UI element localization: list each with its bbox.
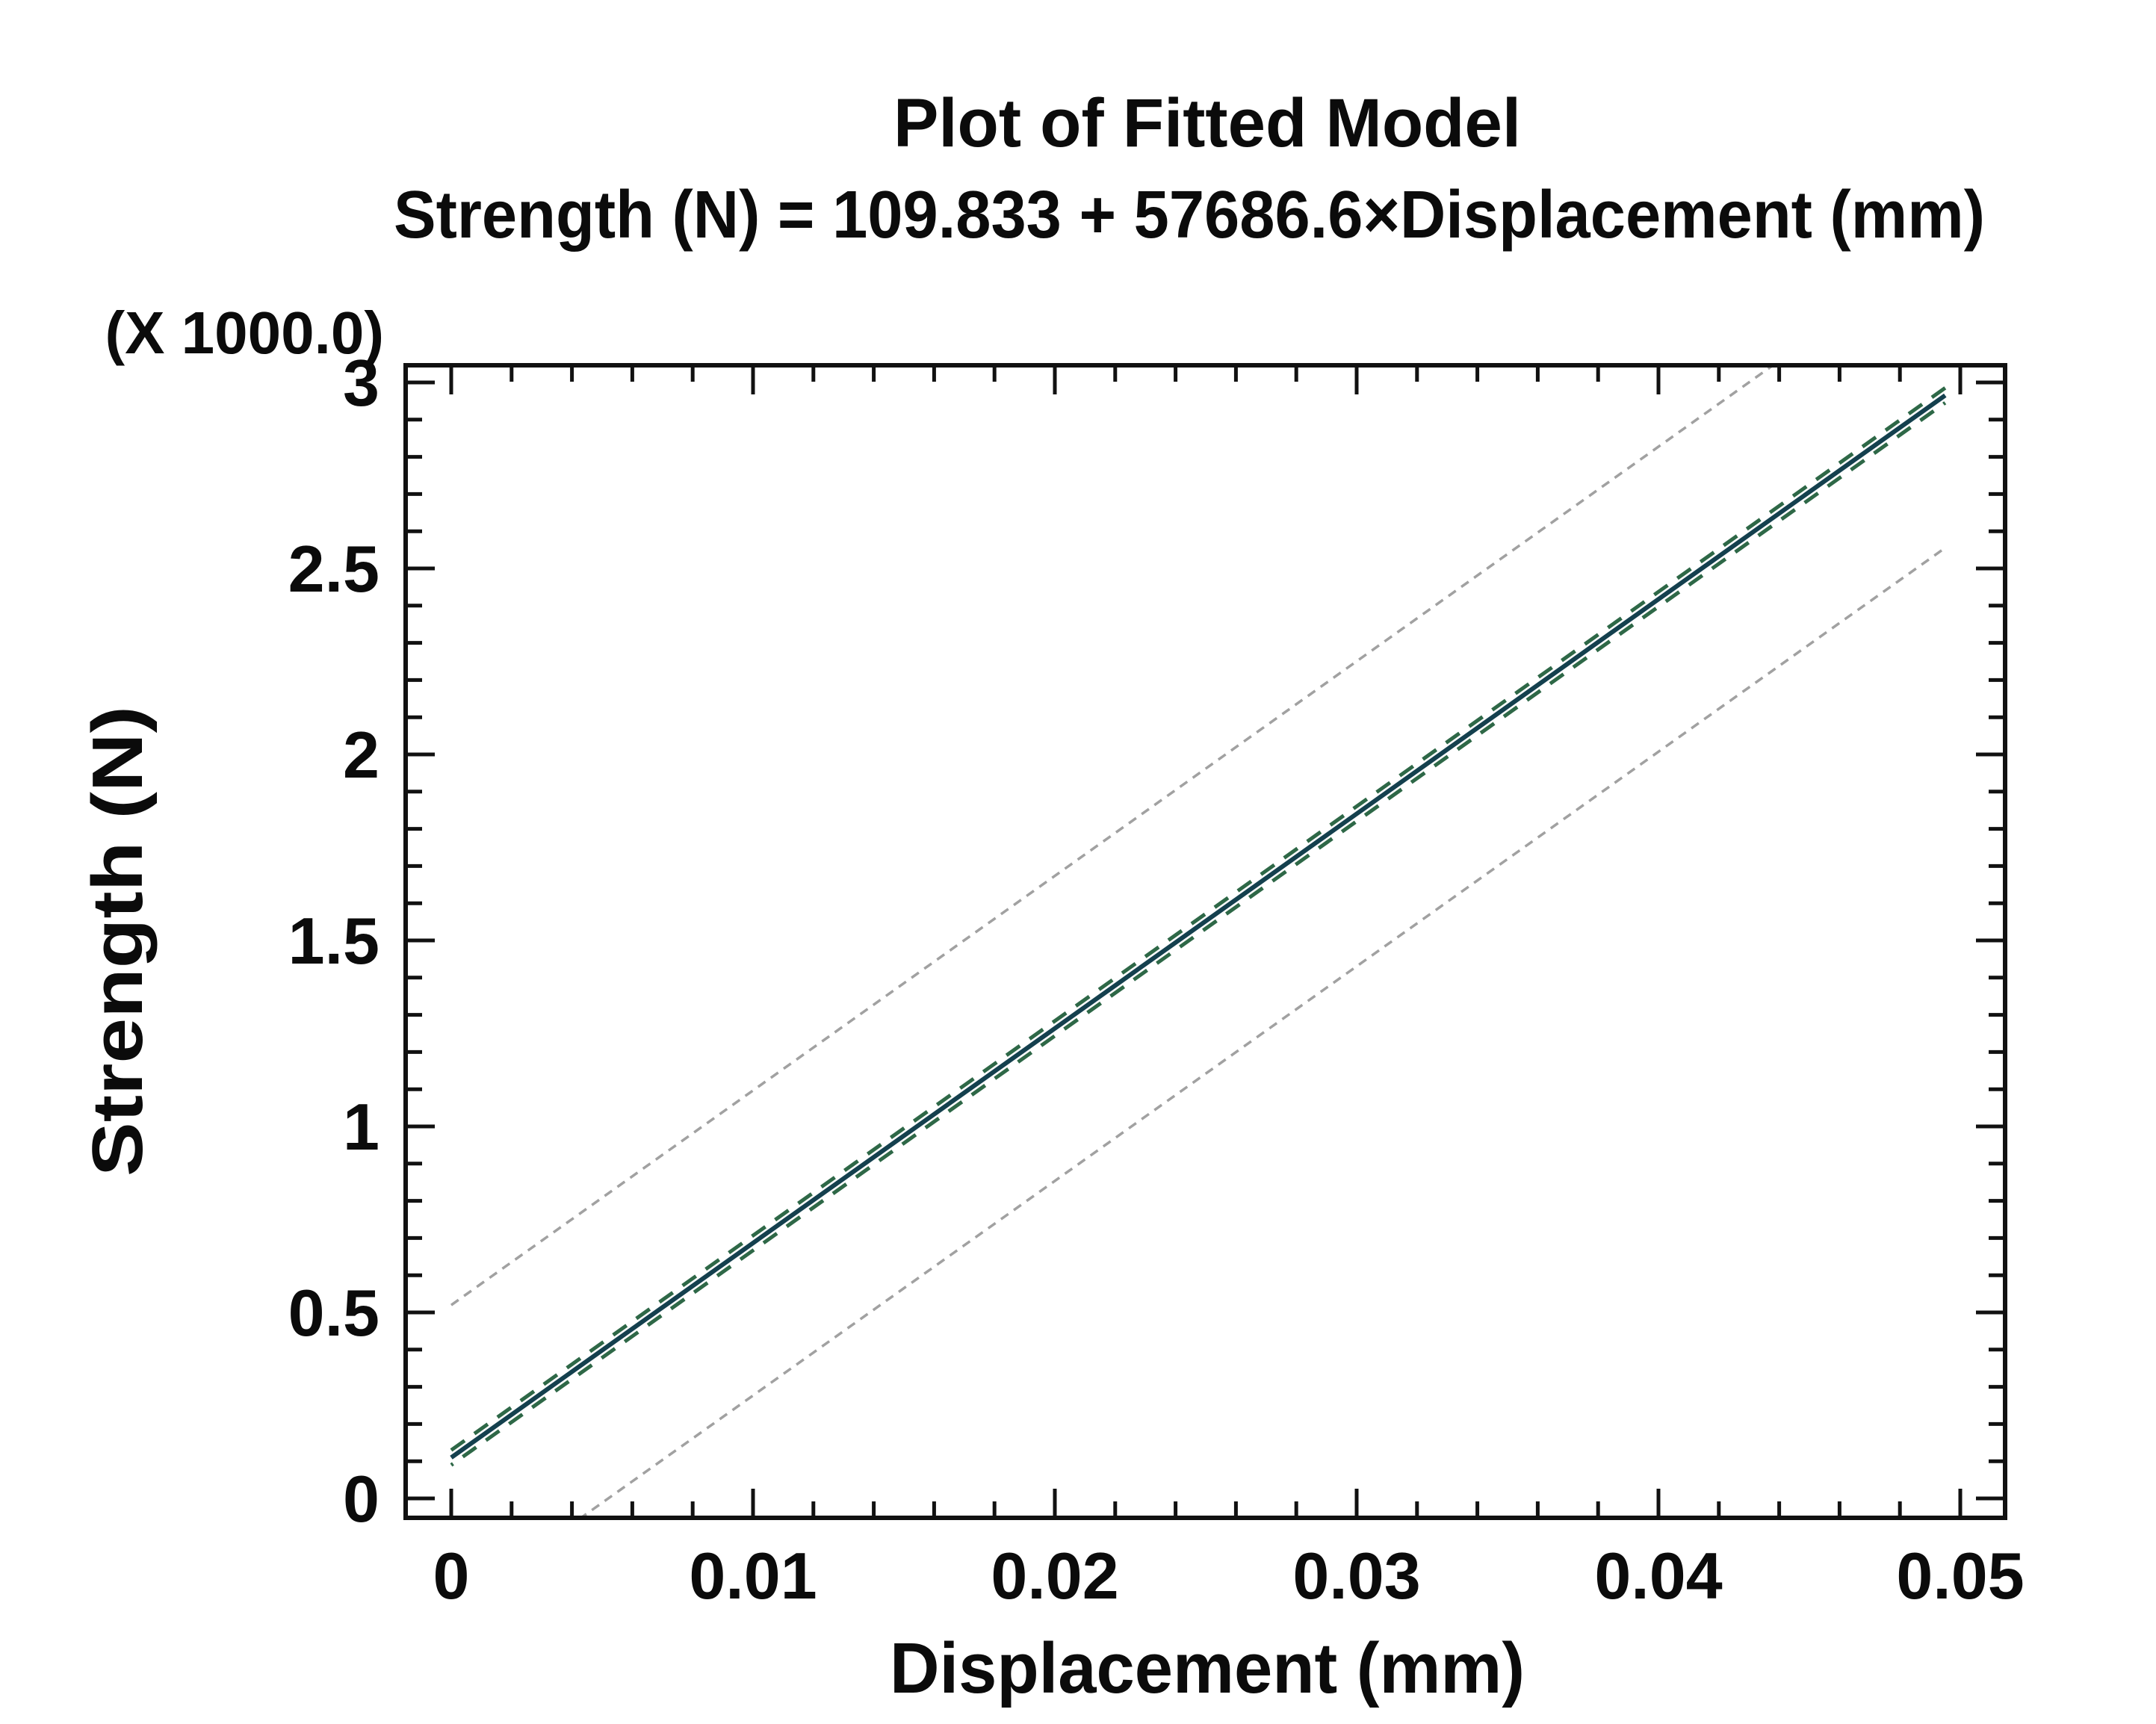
- y-tick-label: 3: [343, 346, 380, 420]
- prediction-limit-lower: [581, 547, 1946, 1516]
- y-tick-label: 0.5: [288, 1276, 380, 1350]
- confidence-limit-upper: [450, 386, 1947, 1452]
- axis-ticks: [408, 368, 2003, 1516]
- y-axis-multiplier-label: (X 1000.0): [105, 300, 384, 366]
- x-tick-labels: 0 0.01 0.02 0.03 0.04 0.05: [433, 1539, 2025, 1613]
- plot-area-frame: [403, 363, 2007, 1520]
- y-tick-label: 1.5: [288, 904, 380, 978]
- x-tick-label: 0.05: [1896, 1539, 2024, 1613]
- y-tick-labels: 0 0.5 1 1.5 2 2.5 3: [288, 346, 380, 1536]
- x-tick-label: 0.02: [991, 1539, 1118, 1613]
- chart-equation: Strength (N) = 109.833 + 57686.6×Displac…: [394, 178, 1985, 252]
- chart-title: Plot of Fitted Model: [893, 85, 1521, 161]
- y-tick-label: 0: [343, 1462, 380, 1536]
- fitted-line: [450, 393, 1947, 1460]
- y-tick-label: 2.5: [288, 532, 380, 606]
- plot-series: [450, 368, 1947, 1516]
- confidence-limit-lower: [450, 401, 1947, 1467]
- x-tick-label: 0.03: [1292, 1539, 1420, 1613]
- y-tick-label: 2: [343, 718, 380, 792]
- prediction-limit-upper: [450, 368, 1773, 1306]
- x-tick-label: 0.04: [1594, 1539, 1722, 1613]
- x-tick-label: 0: [433, 1539, 470, 1613]
- x-tick-label: 0.01: [689, 1539, 817, 1613]
- y-axis-title: Strength (N): [78, 706, 158, 1176]
- y-tick-label: 1: [343, 1090, 380, 1164]
- x-axis-title: Displacement (mm): [890, 1628, 1525, 1708]
